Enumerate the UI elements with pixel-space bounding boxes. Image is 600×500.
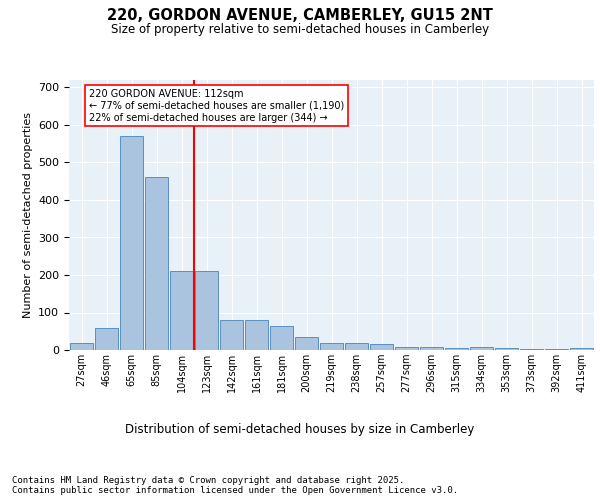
Bar xyxy=(320,342,343,350)
Text: Size of property relative to semi-detached houses in Camberley: Size of property relative to semi-detach… xyxy=(111,22,489,36)
Bar xyxy=(269,326,293,350)
Bar xyxy=(119,136,143,350)
Bar xyxy=(445,348,469,350)
Text: Distribution of semi-detached houses by size in Camberley: Distribution of semi-detached houses by … xyxy=(125,422,475,436)
Bar xyxy=(70,342,94,350)
Bar xyxy=(194,271,218,350)
Bar xyxy=(569,348,593,350)
Bar xyxy=(419,347,443,350)
Y-axis label: Number of semi-detached properties: Number of semi-detached properties xyxy=(23,112,32,318)
Bar xyxy=(295,337,319,350)
Bar xyxy=(370,344,394,350)
Bar xyxy=(470,347,493,350)
Bar xyxy=(170,271,193,350)
Text: 220 GORDON AVENUE: 112sqm
← 77% of semi-detached houses are smaller (1,190)
22% : 220 GORDON AVENUE: 112sqm ← 77% of semi-… xyxy=(89,90,344,122)
Bar xyxy=(395,347,418,350)
Text: Contains HM Land Registry data © Crown copyright and database right 2025.
Contai: Contains HM Land Registry data © Crown c… xyxy=(12,476,458,495)
Text: 220, GORDON AVENUE, CAMBERLEY, GU15 2NT: 220, GORDON AVENUE, CAMBERLEY, GU15 2NT xyxy=(107,8,493,22)
Bar xyxy=(145,178,169,350)
Bar xyxy=(245,320,268,350)
Bar xyxy=(520,349,544,350)
Bar xyxy=(95,328,118,350)
Bar xyxy=(494,348,518,350)
Bar xyxy=(344,342,368,350)
Bar xyxy=(220,320,244,350)
Bar xyxy=(545,349,568,350)
